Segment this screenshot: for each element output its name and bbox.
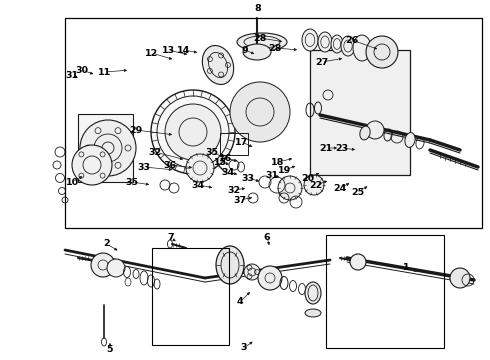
Ellipse shape xyxy=(202,45,234,85)
Text: 34: 34 xyxy=(221,167,235,176)
Text: 19: 19 xyxy=(278,166,292,175)
Text: 17: 17 xyxy=(235,138,248,147)
Text: 35: 35 xyxy=(125,177,139,186)
Circle shape xyxy=(350,254,366,270)
Text: 6: 6 xyxy=(264,233,270,242)
Circle shape xyxy=(186,154,214,182)
Text: 11: 11 xyxy=(98,68,112,77)
Text: 23: 23 xyxy=(336,144,348,153)
Ellipse shape xyxy=(305,282,321,304)
Text: 1: 1 xyxy=(403,264,409,273)
Circle shape xyxy=(258,266,282,290)
Text: 33: 33 xyxy=(138,162,150,171)
Circle shape xyxy=(366,36,398,68)
Text: 21: 21 xyxy=(319,144,333,153)
Text: 36: 36 xyxy=(164,161,176,170)
Circle shape xyxy=(72,145,112,185)
Ellipse shape xyxy=(305,309,321,317)
Circle shape xyxy=(278,176,302,200)
Text: 20: 20 xyxy=(301,174,315,183)
Text: 37: 37 xyxy=(233,195,246,204)
Ellipse shape xyxy=(405,132,415,148)
Circle shape xyxy=(91,253,115,277)
Circle shape xyxy=(230,82,290,142)
Text: 24: 24 xyxy=(333,184,346,193)
Text: 31: 31 xyxy=(66,71,78,80)
Text: 33: 33 xyxy=(242,174,254,183)
Text: 22: 22 xyxy=(309,180,322,189)
Text: 35: 35 xyxy=(205,148,219,157)
Text: 4: 4 xyxy=(237,297,244,306)
Ellipse shape xyxy=(341,36,355,56)
Text: 32: 32 xyxy=(148,148,162,157)
Circle shape xyxy=(244,264,260,280)
Text: 29: 29 xyxy=(129,126,143,135)
Text: 28: 28 xyxy=(269,44,282,53)
Ellipse shape xyxy=(331,35,343,53)
Text: 7: 7 xyxy=(168,234,174,243)
Bar xyxy=(152,248,229,345)
Text: 18: 18 xyxy=(271,158,285,166)
Ellipse shape xyxy=(360,126,370,140)
Ellipse shape xyxy=(216,246,244,284)
Text: 9: 9 xyxy=(242,45,248,54)
Text: 32: 32 xyxy=(227,185,241,194)
Bar xyxy=(310,50,410,175)
Bar xyxy=(65,18,482,228)
Bar xyxy=(220,133,248,155)
Text: 27: 27 xyxy=(316,58,329,67)
Text: 8: 8 xyxy=(255,4,261,13)
Circle shape xyxy=(450,268,470,288)
Text: 3: 3 xyxy=(241,343,247,352)
Ellipse shape xyxy=(237,33,287,51)
Ellipse shape xyxy=(353,35,371,61)
Ellipse shape xyxy=(318,32,332,52)
Bar xyxy=(326,235,444,348)
Text: 31: 31 xyxy=(266,171,278,180)
Text: 25: 25 xyxy=(351,188,365,197)
Text: 10: 10 xyxy=(66,177,78,186)
Circle shape xyxy=(80,120,136,176)
Text: 26: 26 xyxy=(345,36,359,45)
Bar xyxy=(78,114,133,182)
Text: 30: 30 xyxy=(75,66,89,75)
Circle shape xyxy=(304,175,324,195)
Text: 15: 15 xyxy=(214,158,226,166)
Text: 28: 28 xyxy=(253,33,267,42)
Ellipse shape xyxy=(302,29,318,51)
Circle shape xyxy=(151,90,235,174)
Circle shape xyxy=(366,121,384,139)
Text: 13: 13 xyxy=(161,45,174,54)
Circle shape xyxy=(165,104,221,160)
Circle shape xyxy=(107,259,125,277)
Text: 34: 34 xyxy=(192,180,204,189)
Text: 12: 12 xyxy=(146,49,159,58)
Text: 16: 16 xyxy=(220,153,233,162)
Text: 2: 2 xyxy=(104,239,110,248)
Ellipse shape xyxy=(243,44,271,60)
Text: 14: 14 xyxy=(177,45,191,54)
Text: 5: 5 xyxy=(107,346,113,355)
